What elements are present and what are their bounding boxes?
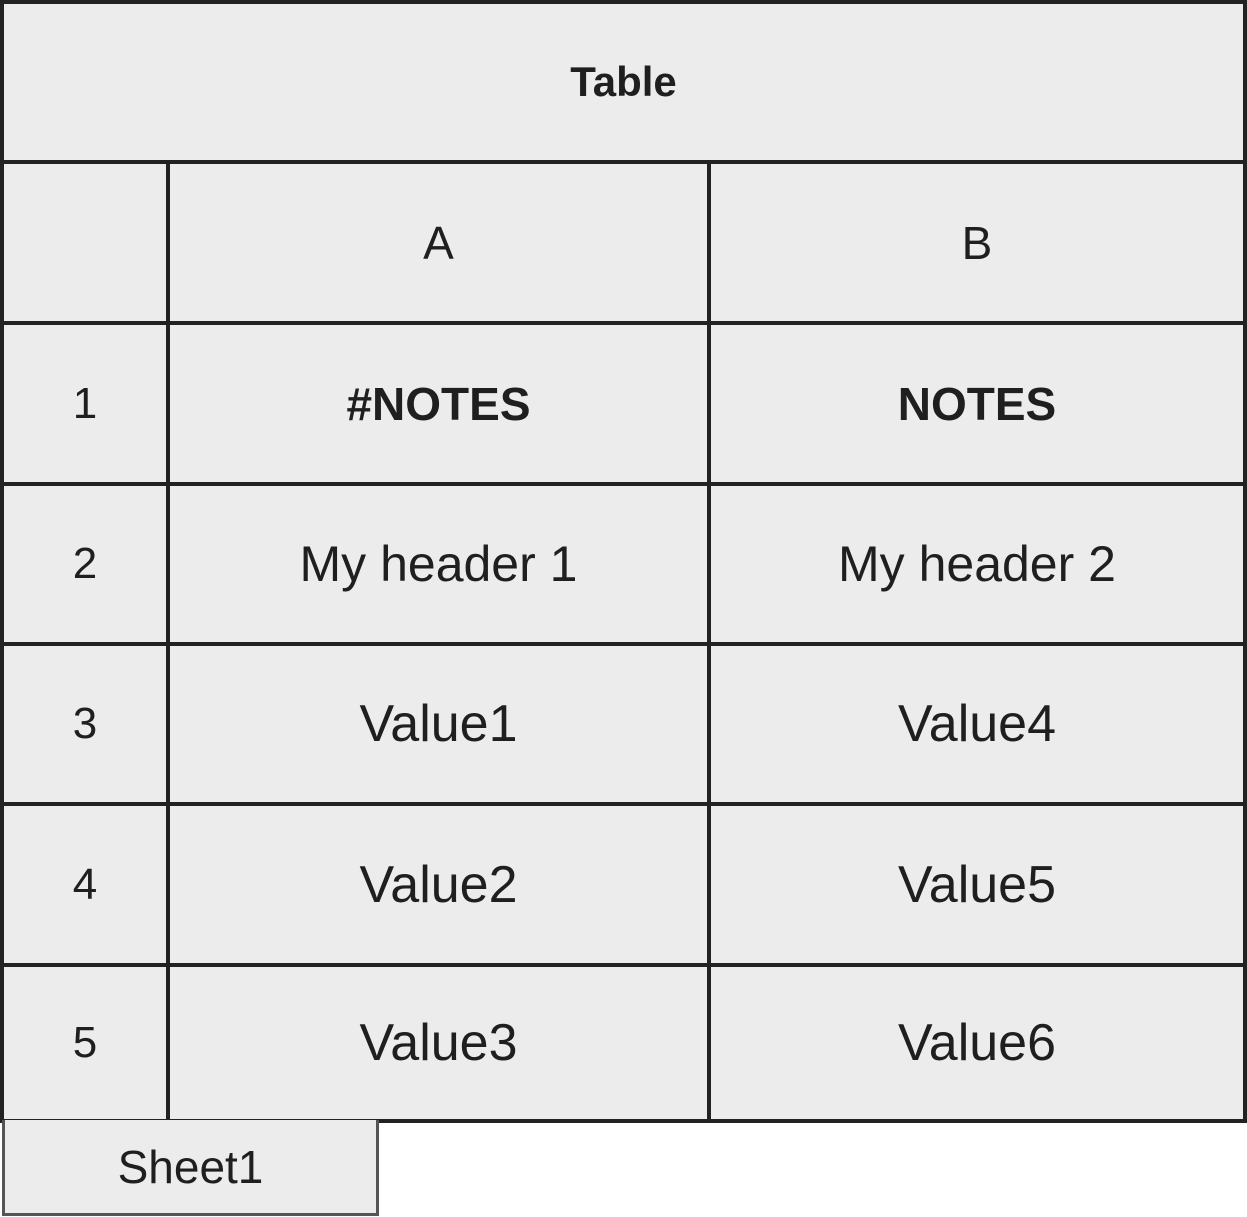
row-header[interactable]: 3 — [2, 644, 168, 804]
table-cell[interactable]: Value6 — [709, 965, 1245, 1121]
grid-line — [0, 482, 1247, 486]
table-cell[interactable]: Value3 — [168, 965, 709, 1121]
grid-line — [0, 0, 1247, 4]
grid-line — [0, 160, 1247, 164]
column-header-b[interactable]: B — [709, 162, 1245, 323]
grid-line — [0, 1119, 1247, 1123]
grid-line — [0, 802, 1247, 806]
table-cell[interactable]: Value4 — [709, 644, 1245, 804]
grid-line — [1243, 0, 1247, 1123]
table-cell[interactable]: Value5 — [709, 804, 1245, 965]
column-header-a[interactable]: A — [168, 162, 709, 323]
row-header[interactable]: 5 — [2, 965, 168, 1121]
table-cell[interactable]: #NOTES — [168, 323, 709, 484]
grid-line — [0, 0, 4, 1123]
grid-line — [166, 160, 170, 1123]
table-cell[interactable]: NOTES — [709, 323, 1245, 484]
row-header[interactable]: 1 — [2, 323, 168, 484]
table-title: Table — [2, 2, 1245, 162]
table-cell[interactable]: My header 1 — [168, 484, 709, 644]
row-header[interactable]: 4 — [2, 804, 168, 965]
table-cell[interactable]: Value2 — [168, 804, 709, 965]
table-cell[interactable]: Value1 — [168, 644, 709, 804]
grid-line — [0, 321, 1247, 325]
sheet-tab-sheet1[interactable]: Sheet1 — [2, 1120, 379, 1216]
row-header[interactable]: 2 — [2, 484, 168, 644]
corner-cell[interactable] — [2, 162, 168, 323]
table-cell[interactable]: My header 2 — [709, 484, 1245, 644]
grid-line — [707, 160, 711, 1123]
grid-line — [0, 963, 1247, 967]
grid-line — [0, 642, 1247, 646]
